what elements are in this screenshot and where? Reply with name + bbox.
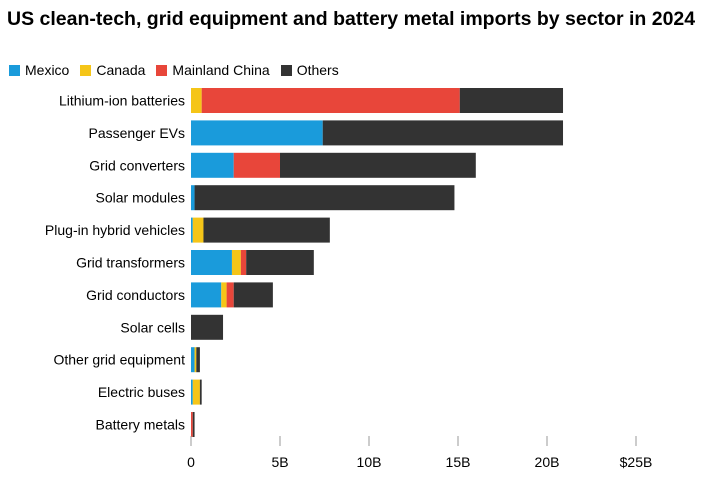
category-label: Electric buses [98,384,185,400]
legend-swatch [280,64,292,76]
legend-label: Mexico [25,62,70,78]
bar-segment [199,379,202,405]
category-label: Grid converters [89,157,185,173]
category-label: Grid transformers [76,255,185,271]
bar-segment [194,347,197,373]
legend-label: Mainland China [172,62,270,78]
bar-segment [191,282,222,308]
x-tick-label: 5B [271,454,288,470]
legend-label: Others [296,62,339,78]
bar-segment [191,250,232,275]
category-label: Lithium-ion batteries [59,93,185,109]
bar-segment [226,282,234,308]
bar-segment [194,185,455,211]
category-label: Solar modules [96,190,186,206]
bar-segment [192,217,204,243]
legend-swatch [9,64,20,76]
category-label: Other grid equipment [53,352,185,368]
bar-segment [246,250,314,275]
category-label: Passenger EVs [89,125,186,141]
legend-swatch [80,64,92,76]
category-label: Solar cells [120,319,185,335]
legend-item: Others [280,62,339,78]
bars [191,88,564,437]
bar-segment [192,379,200,405]
bar-segment [191,88,202,113]
x-tick-label: 10B [357,454,382,470]
bar-segment [233,282,273,308]
x-tick-label: 15B [446,454,471,470]
bar-segment [231,250,241,275]
bar-segment [459,88,564,113]
legend-item: Mexico [9,62,69,78]
x-tick-label: 0 [187,454,195,470]
bar-segment [233,152,280,178]
category-label: Battery metals [96,417,185,433]
bar-segment [191,314,224,340]
bar-segment [201,88,460,113]
bar-segment [191,185,195,211]
x-tick-label: 20B [535,454,560,470]
bar-segment [203,217,330,243]
bar-segment [191,379,193,405]
chart-legend: Mexico Canada Mainland China Others [9,62,350,78]
bar-segment [280,152,476,178]
category-label: Grid conductors [86,287,185,303]
bar-segment [191,217,193,243]
chart-title: US clean-tech, grid equipment and batter… [7,8,696,30]
category-label: Plug-in hybrid vehicles [45,222,185,238]
bar-segment [240,250,247,275]
bar-segment [322,120,564,146]
legend-item: Canada [80,62,145,78]
x-tick-label: $25B [620,454,653,470]
category-labels: Lithium-ion batteries Passenger EVs Grid c… [45,93,185,433]
bar-segment [191,412,193,437]
bar-segment [191,347,195,373]
x-axis: 0 5B 10B 15B 20B $25B [187,436,652,470]
bar-segment [196,347,200,373]
bar-segment [192,412,195,437]
bar-segment [191,120,323,146]
legend-swatch [156,64,168,76]
legend-label: Canada [96,62,146,78]
bar-segment [221,282,227,308]
legend-item: Mainland China [156,62,270,78]
bar-segment [191,152,234,178]
